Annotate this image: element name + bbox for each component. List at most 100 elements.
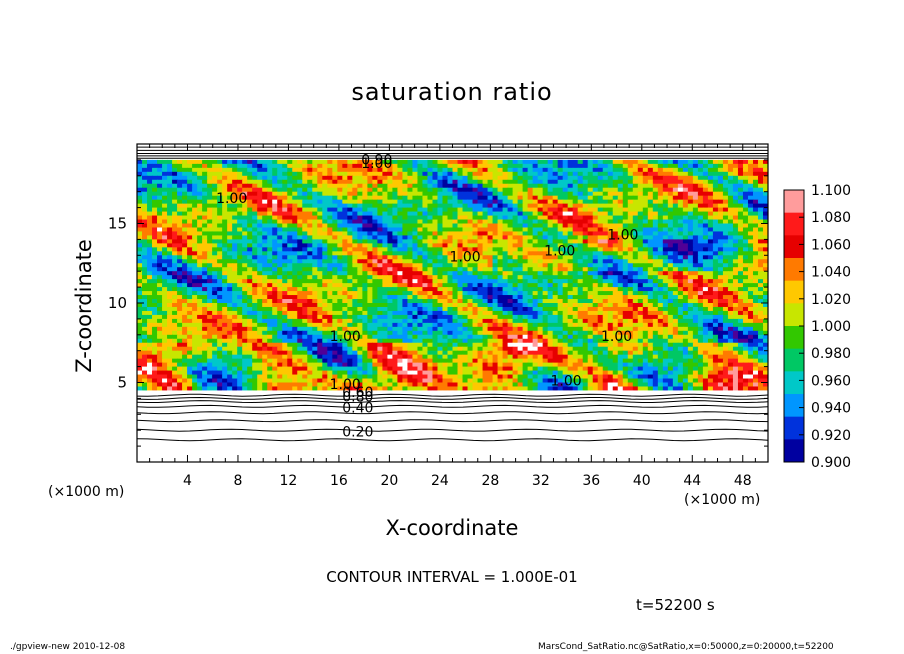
field-cell <box>692 171 699 177</box>
field-cell <box>542 167 549 173</box>
field-cell <box>597 175 604 181</box>
field-cell <box>687 163 694 169</box>
field-cell <box>482 207 489 213</box>
field-cell <box>677 259 684 264</box>
field-cell <box>412 187 419 193</box>
field-cell <box>617 223 624 229</box>
field-cell <box>197 215 203 221</box>
field-cell <box>247 219 253 225</box>
field-cell <box>247 235 253 241</box>
field-cell <box>432 163 439 169</box>
field-cell <box>422 295 429 300</box>
field-cell <box>367 295 373 300</box>
field-cell <box>752 179 759 185</box>
field-cell <box>602 159 609 165</box>
field-cell <box>622 243 629 248</box>
field-cell <box>357 187 363 193</box>
field-cell <box>437 287 444 292</box>
field-cell <box>547 147 554 153</box>
field-cell <box>502 287 509 292</box>
field-cell <box>302 259 308 264</box>
field-cell <box>417 223 424 229</box>
field-cell <box>457 171 464 177</box>
field-cell <box>292 155 298 161</box>
field-cell <box>627 155 634 161</box>
field-cell <box>447 211 454 217</box>
field-cell <box>717 243 724 248</box>
field-cell <box>187 267 193 272</box>
field-cell <box>177 279 183 284</box>
field-cell <box>737 179 744 185</box>
field-cell <box>687 231 694 237</box>
field-cell <box>592 219 599 225</box>
field-cell <box>317 199 323 205</box>
field-cell <box>382 227 388 233</box>
field-cell <box>707 291 714 296</box>
field-cell <box>647 247 654 252</box>
field-cell <box>582 203 589 209</box>
field-cell <box>247 199 253 205</box>
field-cell <box>397 211 404 217</box>
field-cell <box>452 195 459 201</box>
field-cell <box>257 231 263 237</box>
field-cell <box>362 191 368 197</box>
field-cell <box>502 187 509 193</box>
field-cell <box>147 271 153 276</box>
field-cell <box>337 191 343 197</box>
field-cell <box>742 187 749 193</box>
field-cell <box>187 299 193 304</box>
field-cell <box>267 163 273 169</box>
field-cell <box>487 159 494 165</box>
field-cell <box>157 175 163 181</box>
field-cell <box>197 259 203 264</box>
field-cell <box>592 271 599 276</box>
field-cell <box>687 267 694 272</box>
field-cell <box>347 295 353 300</box>
field-cell <box>492 175 499 181</box>
field-cell <box>737 215 744 221</box>
field-cell <box>367 147 373 153</box>
field-cell <box>387 271 394 276</box>
field-cell <box>722 239 729 244</box>
field-cell <box>177 195 183 201</box>
field-cell <box>202 247 208 252</box>
field-cell <box>247 183 253 189</box>
field-cell <box>607 155 614 161</box>
field-cell <box>337 199 343 205</box>
field-cell <box>652 155 659 161</box>
field-cell <box>512 167 519 173</box>
field-cell <box>617 279 624 284</box>
field-cell <box>412 155 419 161</box>
field-cell <box>297 167 303 173</box>
field-cell <box>757 144 764 149</box>
field-cell <box>662 147 669 153</box>
field-cell <box>167 259 173 264</box>
field-cell <box>277 199 283 205</box>
field-cell <box>587 275 594 280</box>
field-cell <box>172 183 178 189</box>
field-cell <box>387 175 394 181</box>
field-cell <box>492 203 499 209</box>
field-cell <box>337 175 343 181</box>
field-cell <box>232 211 238 217</box>
field-cell <box>607 259 614 264</box>
field-cell <box>517 259 524 264</box>
field-cell <box>667 255 674 260</box>
field-cell <box>517 279 524 284</box>
field-cell <box>707 175 714 181</box>
field-cell <box>367 299 373 304</box>
field-cell <box>212 183 218 189</box>
field-cell <box>432 255 439 260</box>
field-cell <box>162 147 168 153</box>
field-cell <box>327 179 333 185</box>
field-cell <box>152 287 158 292</box>
field-cell <box>302 147 308 153</box>
field-cell <box>712 247 719 252</box>
field-cell <box>457 251 464 256</box>
field-cell <box>377 144 383 149</box>
field-cell <box>607 151 614 157</box>
field-cell <box>507 195 514 201</box>
field-cell <box>487 251 494 256</box>
field-cell <box>742 175 749 181</box>
field-cell <box>617 151 624 157</box>
